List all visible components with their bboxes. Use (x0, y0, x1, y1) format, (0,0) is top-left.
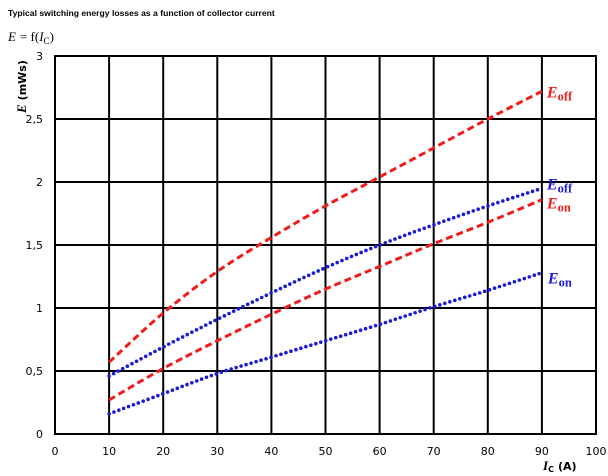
x-tick-label: 40 (264, 445, 278, 458)
y-tick-label: 0,5 (26, 365, 44, 378)
subtitle-symbol: E (7, 29, 16, 44)
series-label-subscript: off (558, 89, 573, 103)
y-tick-label: 3 (36, 50, 43, 63)
x-tick-label: 60 (373, 445, 387, 458)
x-tick-label: 20 (156, 445, 170, 458)
x-axis-label-unit: (A) (558, 460, 577, 473)
x-tick-label: 70 (427, 445, 441, 458)
series-label: Eoff (546, 84, 573, 103)
x-tick-label: 80 (481, 445, 495, 458)
x-tick-label: 10 (102, 445, 116, 458)
y-tick-label: 1,5 (26, 239, 44, 252)
subtitle-operator: = f( (20, 29, 39, 44)
subtitle-close: ) (50, 29, 54, 44)
x-tick-label: 100 (586, 445, 607, 458)
y-tick-label: 1 (36, 302, 43, 315)
series-lines (107, 89, 544, 416)
series-label-symbol: E (546, 176, 558, 193)
subtitle-subscript: C (44, 36, 50, 46)
y-tick-label: 2 (36, 176, 43, 189)
series-line (108, 198, 543, 402)
series-label: Eon (547, 271, 572, 290)
series-label-symbol: E (547, 271, 559, 288)
x-tick-label: 50 (319, 445, 333, 458)
y-axis-label: E (mWs) (14, 60, 29, 114)
series-label-subscript: on (558, 201, 571, 215)
series-line (107, 270, 544, 416)
series-line (108, 89, 543, 364)
series-line (107, 186, 544, 378)
series-label-symbol: E (546, 196, 558, 213)
x-axis-tick-labels: 0 10 20 30 40 50 60 70 80 90 100 (52, 445, 607, 458)
y-tick-label: 0 (36, 428, 43, 441)
chart-title: Typical switching energy losses as a fun… (8, 8, 275, 18)
x-tick-label: 30 (210, 445, 224, 458)
x-axis-label: IC (A) (542, 458, 577, 474)
series-label: Eon (546, 196, 571, 215)
x-tick-label: 0 (52, 445, 59, 458)
subtitle-variable: I (38, 29, 44, 44)
y-axis-label-unit: (mWs) (16, 60, 29, 100)
series-label-subscript: on (559, 276, 572, 290)
x-axis-label-subscript: C (548, 465, 554, 474)
x-tick-label: 90 (535, 445, 549, 458)
y-axis-tick-labels: 0 0,5 1 1,5 2 2,5 3 (26, 50, 44, 441)
series-label: Eoff (546, 176, 573, 195)
series-label-symbol: E (546, 84, 558, 101)
series-label-subscript: off (558, 181, 573, 195)
chart-subtitle: E = f(IC) (7, 29, 54, 46)
y-tick-label: 2,5 (26, 113, 44, 126)
x-axis-label-symbol: I (542, 458, 549, 473)
y-axis-label-symbol: E (14, 104, 29, 114)
